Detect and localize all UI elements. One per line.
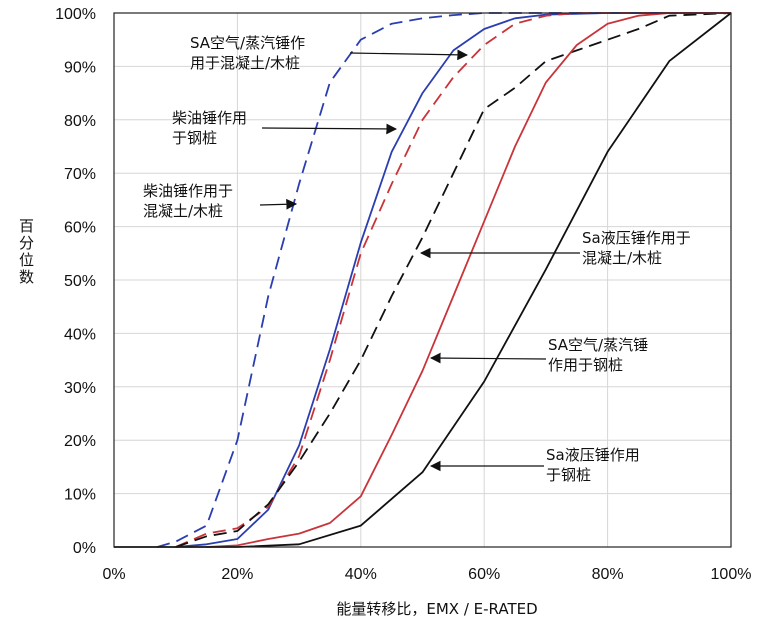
annotation-text: 柴油锤作用于 xyxy=(143,182,233,200)
y-tick-label: 90% xyxy=(64,59,96,76)
annotation-text: 作用于钢桩 xyxy=(548,356,623,374)
y-tick-label: 20% xyxy=(64,433,96,450)
x-tick-label: 0% xyxy=(102,566,125,583)
annotation-arrow xyxy=(259,198,298,210)
x-tick-label: 40% xyxy=(345,566,377,583)
x-tick-label: 60% xyxy=(468,566,500,583)
annotation-text: 用于混凝土/木桩 xyxy=(190,54,300,72)
y-tick-label: 0% xyxy=(73,540,96,557)
annotations: SA空气/蒸汽锤作用于混凝土/木桩柴油锤作用于钢桩柴油锤作用于混凝土/木桩Sa液… xyxy=(143,34,691,484)
y-tick-label: 50% xyxy=(64,273,96,290)
y-tick-label: 30% xyxy=(64,380,96,397)
annotation-text: 于钢桩 xyxy=(546,466,591,484)
annotation-arrow xyxy=(261,123,398,135)
plot-frame xyxy=(113,12,732,548)
annotation-text: SA空气/蒸汽锤 xyxy=(548,336,648,354)
series-line-1 xyxy=(156,12,731,548)
annotation-text: Sa液压锤作用 xyxy=(546,446,640,464)
y-tick-label: 70% xyxy=(64,166,96,183)
series-line-6 xyxy=(114,12,732,548)
annotation-text: 混凝土/木桩 xyxy=(143,202,223,220)
series-line-2 xyxy=(175,12,731,548)
x-tick-label: 20% xyxy=(221,566,253,583)
series-group xyxy=(114,12,732,548)
annotation-arrow xyxy=(429,352,547,364)
y-tick-label: 40% xyxy=(64,326,96,343)
x-axis-title: 能量转移比，EMX / E-RATED xyxy=(336,600,537,618)
series-line-4 xyxy=(175,12,732,548)
y-axis-title: 百分位数 xyxy=(17,218,35,286)
annotation-arrow xyxy=(349,49,469,61)
tick-labels: 0% 20% 40% 60% 80% 100% 0% 10% 20% 30% 40% 50% 60% 70… xyxy=(55,6,751,583)
series-line-3 xyxy=(175,12,731,548)
y-tick-label: 60% xyxy=(64,220,96,237)
x-tick-label: 80% xyxy=(592,566,624,583)
y-tick-label: 10% xyxy=(64,487,96,504)
series-line-5 xyxy=(206,12,731,548)
y-tick-label: 100% xyxy=(55,6,96,23)
annotation-text: 柴油锤作用 xyxy=(172,109,247,127)
annotation-text: SA空气/蒸汽锤作 xyxy=(190,34,305,52)
annotation-text: 混凝土/木桩 xyxy=(582,249,662,267)
annotation-text: Sa液压锤作用于 xyxy=(582,229,691,247)
annotation-text: 于钢桩 xyxy=(172,129,217,147)
y-tick-label: 80% xyxy=(64,113,96,130)
x-tick-label: 100% xyxy=(711,566,752,583)
